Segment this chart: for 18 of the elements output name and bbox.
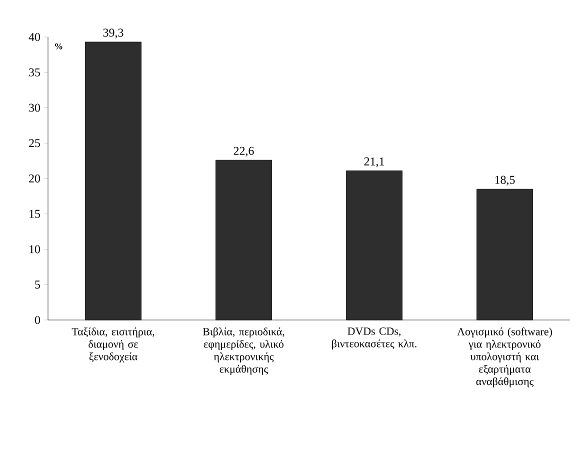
y-tick-label: 20 [29,174,40,183]
data-label: 18,5 [495,176,515,186]
x-tick-label: Ταξίδια, εισιτήρια, διαμονή σε ξενοδοχεία [72,328,154,362]
y-tick-label: 30 [29,104,40,112]
data-label: 21,1 [364,157,384,168]
y-tick-label: 0 [34,316,40,324]
y-tick-label: 5 [35,280,40,289]
y-tick-label: 15 [30,210,40,218]
x-tick-label: Λογισμικό (software) για ηλεκτρονικό υπολογιστή και εξαρτήματα αναβάθμισης [457,328,552,388]
x-tick-label: Βιβλία, περιοδικά, εφημερίδες, υλικό ηλεκτρονικής εκμάθησης [202,328,284,375]
y-tick-label: 35 [29,68,40,76]
data-label: 39,3 [103,28,124,38]
x-tick-label: DVDs CDs, βιντεοκασέτες κλπ. [332,328,416,350]
y-axis-title: % [55,43,62,50]
y-tick-label: 10 [30,245,40,254]
data-label: 22,6 [234,146,254,157]
y-tick-label: 25 [29,139,40,148]
y-tick-label: 40 [28,32,40,42]
